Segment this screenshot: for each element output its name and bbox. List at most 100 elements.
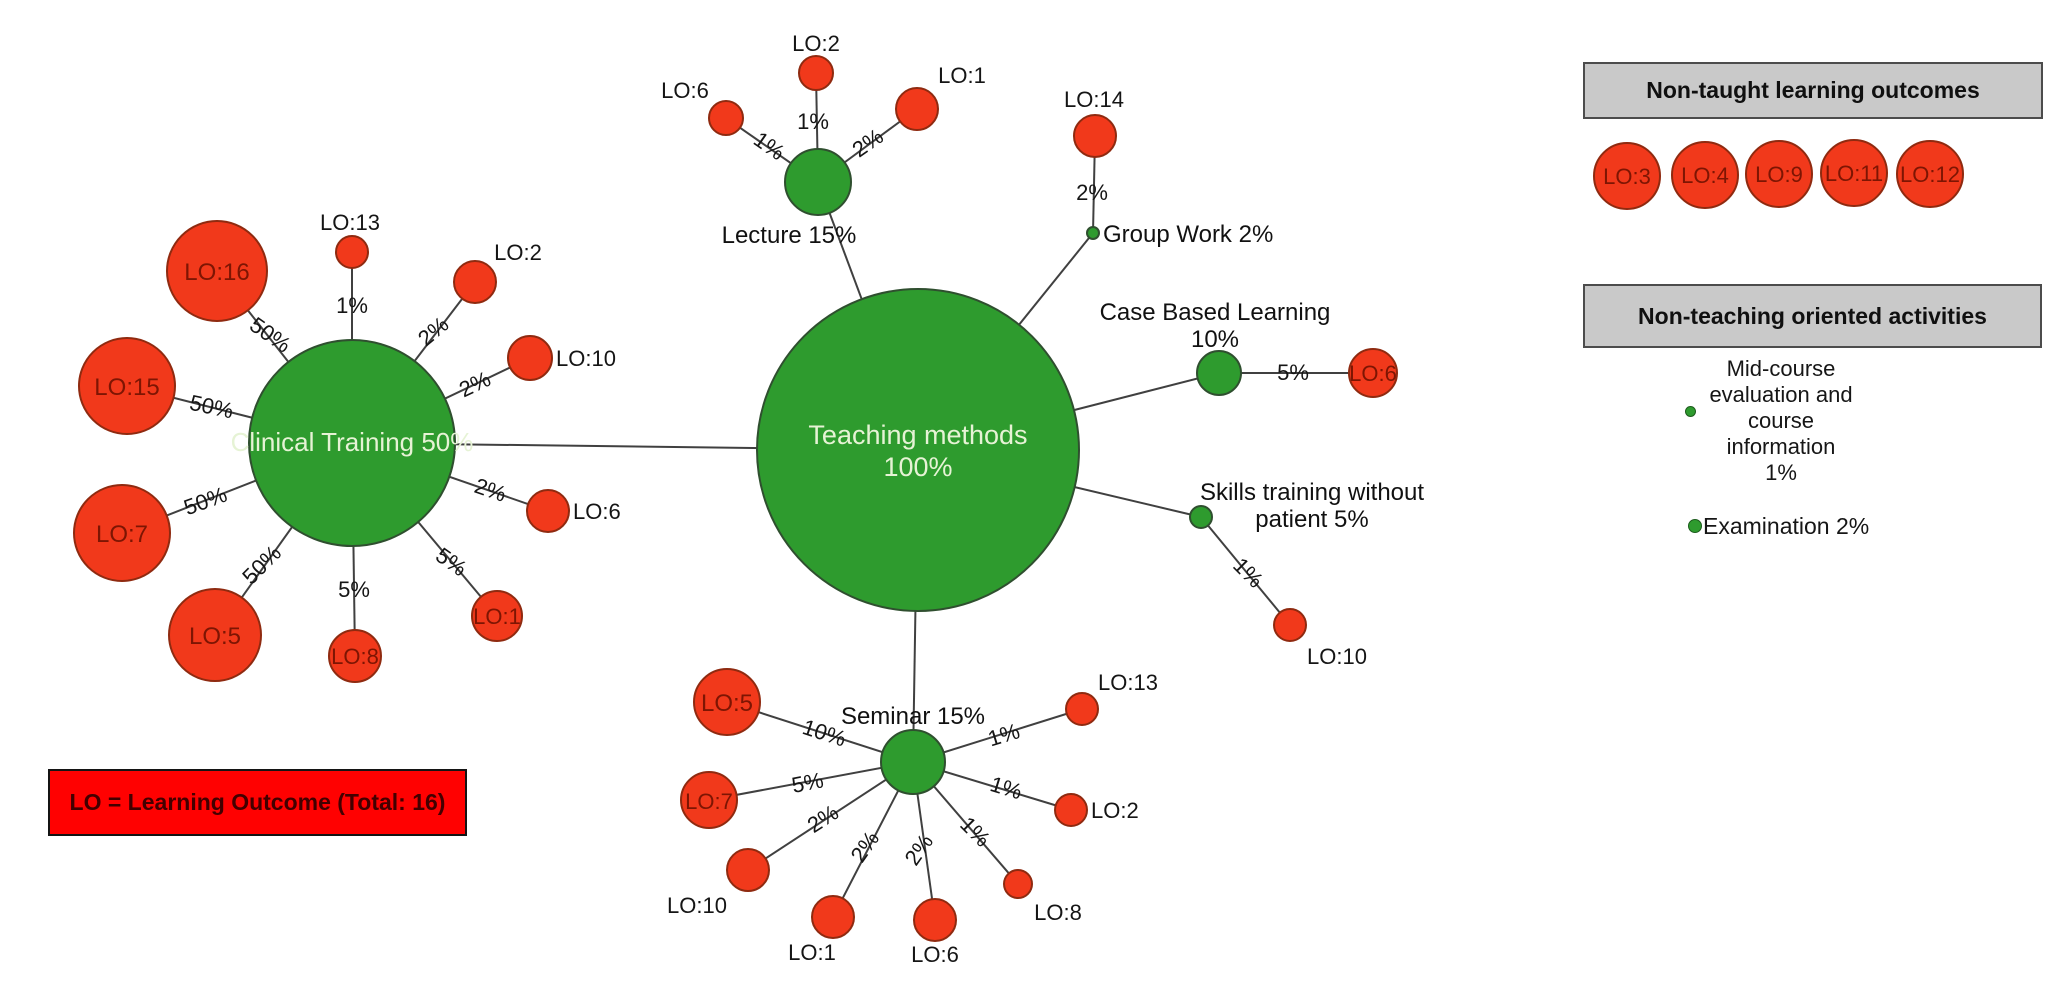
label-cbl: 10% <box>1191 326 1239 353</box>
label-nt-lo4: LO:4 <box>1681 163 1729 188</box>
label-sem-lo7: LO:7 <box>685 789 733 814</box>
node-nt-lo3 <box>1593 142 1661 210</box>
label-ct-lo7: LO:7 <box>96 521 148 548</box>
node-ct-lo6 <box>526 489 570 533</box>
node-cbl <box>1196 350 1242 396</box>
label-nt-lo11: LO:11 <box>1825 161 1883 186</box>
label-ct-lo16: LO:16 <box>184 259 249 286</box>
label-nt-lo12: LO:12 <box>1900 162 1960 187</box>
edge-label-clinical-ct-lo7: 50% <box>180 482 230 521</box>
edge-label-seminar-sem-lo13: 1% <box>985 718 1023 751</box>
node-lec-lo1 <box>895 87 939 131</box>
label-sem-lo13: LO:13 <box>1098 670 1158 695</box>
node-group-work <box>1086 226 1100 240</box>
node-ct-lo2 <box>453 260 497 304</box>
edge-label-group-work-gw-lo14: 2% <box>1076 180 1108 205</box>
node-clinical <box>248 339 456 547</box>
examination-activity-label: Examination 2% <box>1703 513 1870 539</box>
label-ct-lo5: LO:5 <box>189 623 241 650</box>
node-gw-lo14 <box>1073 114 1117 158</box>
edge-skills-sk-lo10 <box>1200 516 1291 626</box>
non-taught-header: Non-taught learning outcomes <box>1583 62 2043 119</box>
edge-label-clinical-ct-lo10: 2% <box>455 366 494 402</box>
node-lecture <box>784 148 852 216</box>
node-sk-lo10 <box>1273 608 1307 642</box>
node-nt-lo4 <box>1671 141 1739 209</box>
label-ct-lo8: LO:8 <box>331 644 379 669</box>
label-sem-lo10: LO:10 <box>667 893 727 918</box>
non-teaching-header-label: Non-teaching oriented activities <box>1638 302 1987 329</box>
edge-label-lecture-lec-lo2: 1% <box>797 109 829 134</box>
node-teaching <box>756 288 1080 612</box>
edge-label-clinical-ct-lo16: 50% <box>245 312 295 358</box>
label-clinical: Clinical Training 50% <box>231 427 474 457</box>
edge-label-clinical-ct-lo6: 2% <box>471 473 509 507</box>
label-teaching: Teaching methods <box>808 420 1027 450</box>
node-skills <box>1189 505 1213 529</box>
node-ct-lo13 <box>335 235 369 269</box>
node-nt-lo9 <box>1745 140 1813 208</box>
edge-label-lecture-lec-lo6: 1% <box>749 126 789 165</box>
label-seminar: Seminar 15% <box>841 703 985 730</box>
node-seminar <box>880 729 946 795</box>
label-sem-lo2: LO:2 <box>1091 798 1139 823</box>
label-nt-lo3: LO:3 <box>1603 164 1651 189</box>
node-cbl-lo6 <box>1348 348 1398 398</box>
examination-dot-icon <box>1688 519 1702 533</box>
node-sem-lo10 <box>726 848 770 892</box>
label-ct-lo10: LO:10 <box>556 346 616 371</box>
edge-label-cbl-cbl-lo6: 5% <box>1277 360 1309 385</box>
node-ct-lo15 <box>78 337 176 435</box>
node-sem-lo8 <box>1003 869 1033 899</box>
label-ct-lo15: LO:15 <box>94 374 159 401</box>
label-skills: patient 5% <box>1255 506 1368 533</box>
node-sem-lo6 <box>913 898 957 942</box>
node-ct-lo5 <box>168 588 262 682</box>
label-group-work: Group Work 2% <box>1103 221 1273 248</box>
label-cbl: Case Based Learning <box>1100 299 1331 326</box>
node-nt-lo12 <box>1896 140 1964 208</box>
mid-course-dot-icon <box>1685 406 1696 417</box>
label-sk-lo10: LO:10 <box>1307 644 1367 669</box>
edge-label-seminar-sem-lo7: 5% <box>790 767 826 798</box>
node-ct-lo16 <box>166 220 268 322</box>
label-sem-lo1: LO:1 <box>788 940 836 965</box>
label-lecture: Lecture 15% <box>722 222 857 249</box>
label-ct-lo1: LO:1 <box>473 604 521 629</box>
node-ct-lo8 <box>328 629 382 683</box>
node-ct-lo7 <box>73 484 171 582</box>
node-sem-lo13 <box>1065 692 1099 726</box>
edge-label-seminar-sem-lo10: 2% <box>803 800 843 838</box>
node-nt-lo11 <box>1820 139 1888 207</box>
edge-label-seminar-sem-lo2: 1% <box>987 771 1025 804</box>
label-nt-lo9: LO:9 <box>1755 162 1803 187</box>
label-skills: Skills training without <box>1200 479 1424 506</box>
label-lec-lo1: LO:1 <box>938 63 986 88</box>
node-ct-lo10 <box>507 335 553 381</box>
non-taught-header-label: Non-taught learning outcomes <box>1646 77 1980 103</box>
label-teaching: 100% <box>883 452 952 482</box>
edge-label-clinical-ct-lo1: 5% <box>431 542 471 581</box>
node-sem-lo5 <box>693 668 761 736</box>
node-sem-lo2 <box>1054 793 1088 827</box>
label-gw-lo14: LO:14 <box>1064 87 1124 112</box>
legend-label: LO = Learning Outcome (Total: 16) <box>69 789 446 815</box>
node-lec-lo2 <box>798 55 834 91</box>
edge-label-seminar-sem-lo6: 2% <box>899 830 938 870</box>
node-sem-lo7 <box>680 771 738 829</box>
label-ct-lo6: LO:6 <box>573 499 621 524</box>
edge-label-clinical-ct-lo5: 50% <box>237 540 286 589</box>
edge-seminar-sem-lo7 <box>708 761 914 801</box>
node-ct-lo1 <box>471 590 523 642</box>
label-lec-lo6: LO:6 <box>661 78 709 103</box>
edge-label-clinical-ct-lo8: 5% <box>338 577 370 602</box>
edge-label-clinical-ct-lo13: 1% <box>336 293 368 318</box>
label-sem-lo6: LO:6 <box>911 942 959 967</box>
label-cbl-lo6: LO:6 <box>1349 361 1397 386</box>
node-sem-lo1 <box>811 895 855 939</box>
edge-label-clinical-ct-lo15: 50% <box>187 390 235 424</box>
edge-label-seminar-sem-lo1: 2% <box>845 827 884 867</box>
legend-box: LO = Learning Outcome (Total: 16) <box>48 769 467 836</box>
